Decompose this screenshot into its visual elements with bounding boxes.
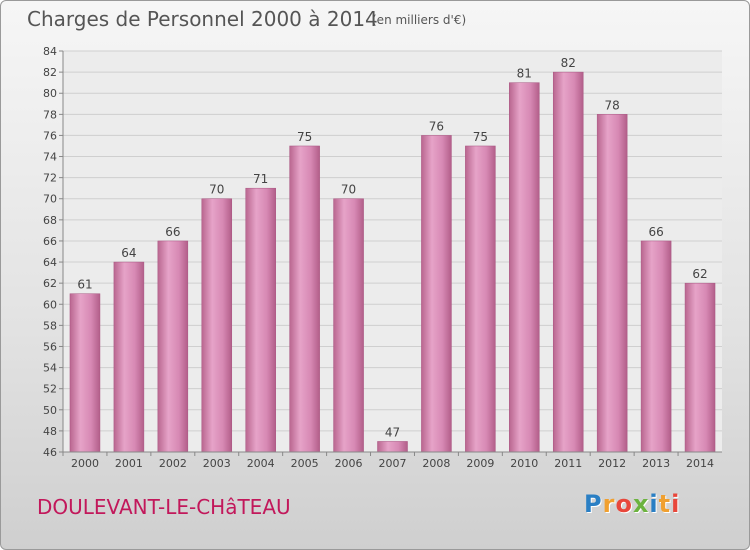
y-tick-label: 60	[43, 298, 57, 311]
y-tick-label: 68	[43, 214, 57, 227]
x-tick-label: 2001	[115, 457, 143, 470]
y-tick-label: 66	[43, 235, 57, 248]
bar-chart: 46 48 50 52 54 56 58 60 62 64 66 68 70 72 74 76 78 80 82 84…	[43, 45, 722, 470]
bar	[465, 145, 496, 453]
bar	[245, 187, 276, 453]
y-tick-label: 56	[43, 340, 57, 353]
x-tick-label: 2011	[554, 457, 582, 470]
bar	[509, 82, 540, 453]
x-tick-label: 2010	[510, 457, 538, 470]
y-tick-label: 70	[43, 193, 57, 206]
bar	[552, 71, 584, 453]
bar-value-label: 76	[429, 119, 444, 133]
location-label: DOULEVANT-LE-CHâTEAU	[37, 495, 291, 519]
x-tick-label: 2004	[247, 457, 275, 470]
bar	[113, 261, 145, 453]
logo-letter: x	[632, 490, 650, 518]
x-tick-label: 2005	[291, 457, 319, 470]
y-tick-label: 54	[43, 362, 57, 375]
bar	[201, 198, 233, 453]
bar-value-label: 75	[297, 130, 312, 144]
x-tick-label: 2008	[422, 457, 450, 470]
x-tick-label: 2009	[466, 457, 494, 470]
chart-subtitle: (en milliers d'€)	[372, 13, 467, 27]
bar-value-label: 66	[648, 225, 663, 239]
logo-letter: r	[602, 490, 616, 518]
x-tick-label: 2006	[335, 457, 363, 470]
y-tick-label: 50	[43, 404, 57, 417]
y-tick-label: 46	[43, 446, 57, 459]
bar-value-label: 71	[253, 172, 268, 186]
bar-value-label: 47	[385, 425, 400, 439]
bar-value-label: 64	[121, 246, 136, 260]
bar	[596, 114, 628, 453]
logo-letter: t	[658, 490, 672, 518]
bar-value-label: 66	[165, 225, 180, 239]
y-tick-label: 74	[43, 151, 57, 164]
y-tick-label: 78	[43, 108, 57, 121]
x-tick-label: 2003	[203, 457, 231, 470]
bar-value-label: 70	[341, 183, 356, 197]
bar	[377, 441, 408, 453]
y-tick-label: 76	[43, 129, 57, 142]
bar-value-label: 78	[605, 98, 620, 112]
y-tick-label: 58	[43, 319, 57, 332]
y-tick-label: 72	[43, 172, 57, 185]
bar	[640, 240, 672, 453]
x-axis: 2000 2001 2002 2003 2004 2005 2006 2007 2008 2009…	[62, 451, 722, 470]
bar	[69, 293, 101, 453]
y-tick-label: 84	[43, 45, 57, 58]
x-tick-label: 2012	[598, 457, 626, 470]
logo-letter: P	[584, 490, 603, 518]
logo-letter: i	[671, 490, 681, 518]
x-tick-label: 2007	[379, 457, 407, 470]
bar	[684, 282, 716, 453]
bar	[421, 135, 452, 453]
x-tick-label: 2000	[71, 457, 99, 470]
bar	[289, 145, 320, 453]
bars: 61 64 66 70 71 75 70 47 76 75 81 82 78 66 62	[69, 56, 716, 453]
logo-letter: o	[615, 490, 633, 518]
y-tick-label: 62	[43, 277, 57, 290]
bar	[333, 198, 364, 453]
x-tick-label: 2014	[686, 457, 714, 470]
y-tick-label: 52	[43, 383, 57, 396]
bar-value-label: 61	[77, 278, 92, 292]
bar-value-label: 70	[209, 183, 224, 197]
chart-title: Charges de Personnel 2000 à 2014	[27, 7, 378, 31]
y-axis: 46 48 50 52 54 56 58 60 62 64 66 68 70 72 74 76 78 80 82 84	[43, 45, 64, 459]
x-tick-label: 2013	[642, 457, 670, 470]
bar-value-label: 75	[473, 130, 488, 144]
bar-value-label: 62	[692, 267, 707, 281]
logo-letter: i	[649, 490, 659, 518]
y-tick-label: 80	[43, 87, 57, 100]
y-tick-label: 64	[43, 256, 57, 269]
bar-value-label: 81	[517, 67, 532, 81]
bar-value-label: 82	[561, 56, 576, 70]
x-tick-label: 2002	[159, 457, 187, 470]
bar	[157, 240, 189, 453]
y-tick-label: 48	[43, 425, 57, 438]
proxiti-logo: Proxiti	[584, 490, 680, 518]
y-tick-label: 82	[43, 66, 57, 79]
